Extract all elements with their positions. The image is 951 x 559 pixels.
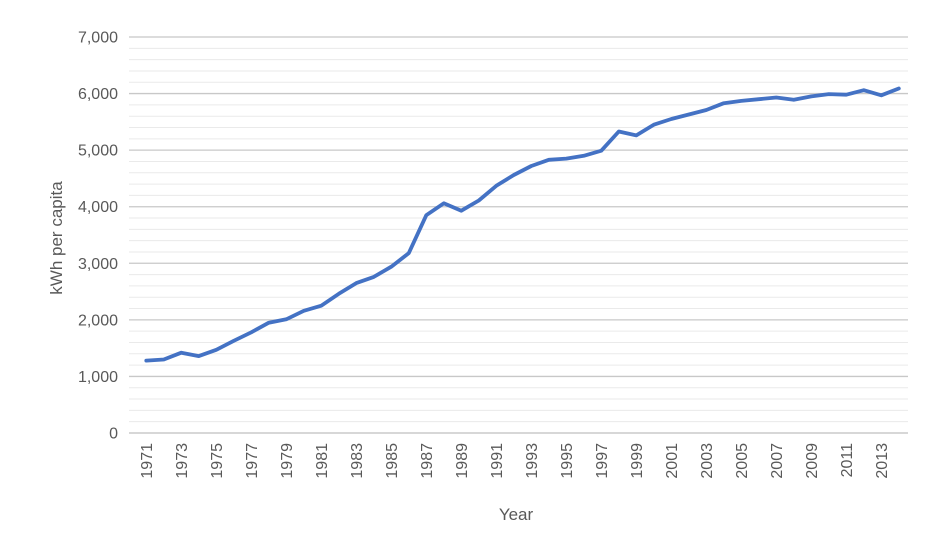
x-tick-label: 1977 [244,443,261,479]
y-tick-label: 7,000 [78,30,118,47]
y-tick-label: 3,000 [78,256,118,273]
major-gridlines [129,36,908,434]
x-tick-label: 1993 [524,443,541,479]
y-tick-label: 0 [109,426,118,443]
x-tick-label: 1975 [209,443,226,479]
x-tick-label: 1991 [489,443,506,479]
y-axis-tick-labels: 0 1,000 2,000 3,000 4,000 5,000 6,000 7,000 [78,30,118,443]
minor-gridlines [129,47,908,423]
x-tick-label: 1987 [419,443,436,479]
y-tick-label: 6,000 [78,86,118,103]
y-tick-label: 2,000 [78,312,118,329]
data-line [144,86,901,363]
x-tick-label: 2009 [804,443,821,479]
x-tick-label: 2011 [839,443,856,478]
x-tick-label: 2003 [699,443,716,479]
y-tick-label: 5,000 [78,143,118,160]
x-tick-label: 1981 [314,443,331,479]
y-tick-label: 1,000 [78,369,118,386]
x-tick-label: 1999 [629,443,646,479]
y-tick-label: 4,000 [78,199,118,216]
x-tick-label: 2005 [734,443,751,479]
x-tick-label: 1995 [559,443,576,479]
x-tick-label: 1983 [349,443,366,479]
x-tick-label: 1989 [454,443,471,479]
x-tick-label: 1997 [594,443,611,479]
x-tick-label: 1973 [174,443,191,479]
x-tick-label: 2013 [874,443,891,479]
x-tick-label: 2001 [664,443,681,479]
x-tick-label: 2007 [769,443,786,479]
x-tick-label: 1971 [139,443,156,479]
y-axis-title: kWh per capita [47,181,66,295]
x-tick-label: 1985 [384,443,401,479]
x-tick-label: 1979 [279,443,296,479]
x-axis-tick-labels: 1971 1973 1975 1977 1979 1981 1983 1985 1987 1989… [139,443,891,479]
x-axis-title: Year [499,505,534,524]
